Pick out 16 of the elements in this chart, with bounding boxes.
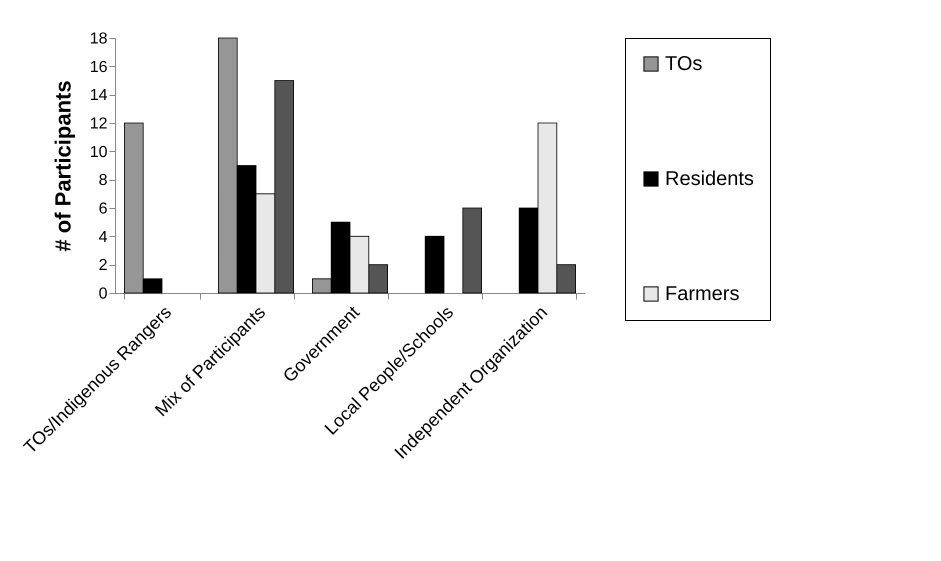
legend-label: Farmers: [665, 283, 740, 305]
y-tick-label: 10: [90, 144, 108, 161]
y-tick-label: 4: [98, 228, 108, 246]
y-tick-label: 8: [98, 172, 108, 190]
y-tick-label: 18: [90, 30, 108, 48]
y-tick-label: 2: [98, 257, 108, 274]
y-tick-label: 6: [98, 200, 108, 218]
y-tick-label: 14: [90, 87, 108, 104]
bar: [424, 236, 444, 294]
legend-label: Residents: [665, 168, 754, 190]
y-axis-title: # of Participants: [50, 80, 76, 252]
legend-label: TOs: [665, 53, 702, 75]
y-tick-label: 12: [90, 116, 108, 132]
y-tick-label: 0: [98, 286, 108, 302]
bar: [462, 208, 482, 294]
y-tick-label: 16: [90, 58, 108, 76]
